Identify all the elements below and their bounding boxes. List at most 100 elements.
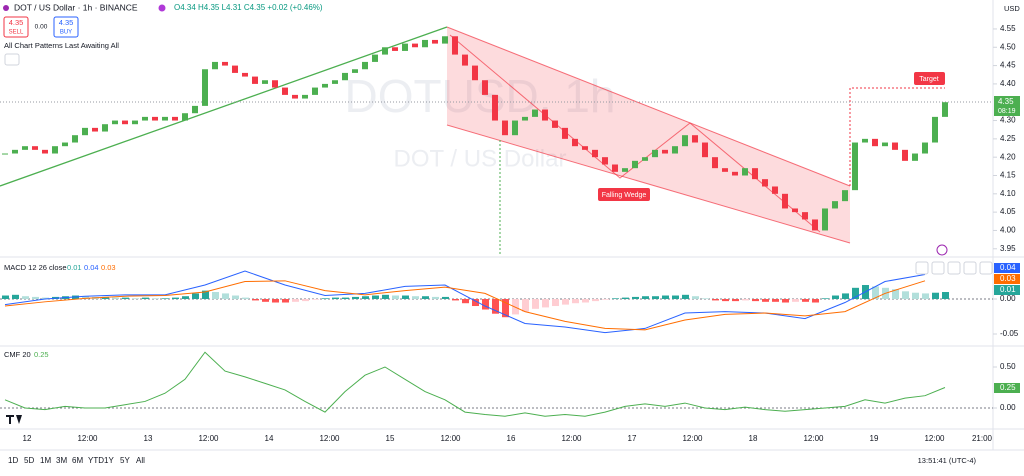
macd-bar xyxy=(322,298,329,300)
range-button[interactable]: 1D xyxy=(8,456,18,465)
wedge-lower xyxy=(446,124,851,244)
candle xyxy=(922,142,928,154)
candle xyxy=(532,109,538,117)
move-up[interactable] xyxy=(915,261,929,275)
candle xyxy=(712,157,718,169)
cmf-box xyxy=(994,383,1020,393)
macd-bar xyxy=(642,296,649,300)
candle xyxy=(612,164,618,172)
range-button[interactable]: All xyxy=(136,456,145,465)
candle xyxy=(802,212,808,220)
candle xyxy=(92,127,98,132)
macd-bar xyxy=(132,298,139,300)
signal-box-label: 0.03 xyxy=(1000,274,1016,283)
pane-lines xyxy=(0,0,1024,451)
candle xyxy=(62,142,68,147)
macd-bar xyxy=(692,296,699,300)
x-tick-label: 12:00 xyxy=(319,434,340,443)
range-button[interactable]: 1M xyxy=(40,456,51,465)
macd-bar xyxy=(902,291,909,300)
macd-bar xyxy=(792,299,799,302)
range-button[interactable]: 1Y xyxy=(104,456,114,465)
macd-bar xyxy=(172,297,179,300)
macd-bar xyxy=(602,299,609,300)
x-tick-label: 12:00 xyxy=(924,434,945,443)
candle xyxy=(162,116,168,121)
macd-bar xyxy=(412,296,419,300)
macd-bar xyxy=(102,296,109,300)
buy-price: 4.35 xyxy=(59,18,74,27)
currency[interactable]: USD xyxy=(1004,4,1020,13)
x-tick-label: 15 xyxy=(386,434,395,443)
collapse[interactable] xyxy=(963,261,977,275)
candle xyxy=(942,102,948,117)
range-button[interactable]: 3M xyxy=(56,456,67,465)
candle xyxy=(212,61,218,70)
macd-bar xyxy=(682,294,689,300)
x-tick-label: 18 xyxy=(749,434,758,443)
macd-bar xyxy=(542,299,549,308)
macd-bar xyxy=(232,295,239,300)
macd-bar xyxy=(532,299,539,309)
range-button[interactable]: 6M xyxy=(72,456,83,465)
candle xyxy=(402,43,408,51)
x-tick-label: 12:00 xyxy=(803,434,824,443)
macd-bar xyxy=(572,299,579,304)
indicator: All Chart Patterns Last Awaiting All xyxy=(4,41,119,50)
pattern-label: Falling Wedge xyxy=(602,192,647,199)
move-down[interactable] xyxy=(931,261,945,275)
y-tick-label: 4.20 xyxy=(1000,152,1016,161)
macd-bar xyxy=(502,299,509,318)
candle xyxy=(422,39,428,48)
price-box xyxy=(994,96,1020,116)
cmf-legend: 0.25 xyxy=(34,350,49,359)
x-tick-label: 14 xyxy=(265,434,274,443)
buy-text: BUY xyxy=(60,30,72,36)
signal-box xyxy=(994,274,1020,284)
sell-button[interactable] xyxy=(3,16,29,38)
x-tick-label: 17 xyxy=(628,434,637,443)
macd-bar xyxy=(122,297,129,300)
candle xyxy=(722,168,728,172)
candle xyxy=(432,39,438,44)
delete[interactable] xyxy=(947,261,961,275)
candle xyxy=(412,43,418,48)
range-button[interactable]: 5Y xyxy=(120,456,130,465)
pattern-label-box xyxy=(598,188,650,201)
maximize[interactable] xyxy=(979,261,993,275)
candle xyxy=(302,94,308,99)
range-button[interactable]: 5D xyxy=(24,456,34,465)
macd-bar xyxy=(422,296,429,300)
y-tick-label: 4.00 xyxy=(1000,226,1016,235)
candle xyxy=(742,168,748,176)
macd-bar xyxy=(342,297,349,300)
macd-bar xyxy=(782,299,789,303)
macd-box-label: 0.04 xyxy=(1000,263,1016,272)
range-button[interactable]: YTD xyxy=(88,456,104,465)
candle xyxy=(702,142,708,158)
y-tick-label: 4.25 xyxy=(1000,134,1016,143)
candle xyxy=(542,109,548,121)
macd-bar xyxy=(622,297,629,300)
x-tick-label: 12 xyxy=(23,434,32,443)
macd-bar xyxy=(772,299,779,302)
y-tick-label: 4.30 xyxy=(1000,116,1016,125)
symbol[interactable]: DOT / US Dollar · 1h · BINANCE xyxy=(14,2,138,12)
macd-bar xyxy=(522,299,529,312)
y-tick-label: -0.05 xyxy=(1000,329,1019,338)
macd-title: MACD 12 26 close xyxy=(4,263,67,272)
y-tick-label: 4.05 xyxy=(1000,207,1016,216)
alert-icon[interactable] xyxy=(936,244,948,256)
buy-button[interactable] xyxy=(53,16,79,38)
collapse-button[interactable] xyxy=(4,53,20,66)
macd-bar xyxy=(202,290,209,300)
candle xyxy=(892,142,898,150)
macd-bar xyxy=(12,294,19,300)
candle xyxy=(592,149,598,158)
candle xyxy=(272,80,278,88)
cmf-box-label: 0.25 xyxy=(1000,383,1016,392)
candle xyxy=(622,168,628,172)
link-icon xyxy=(158,4,166,12)
macd-bar xyxy=(922,293,929,300)
macd-bar xyxy=(312,299,319,300)
